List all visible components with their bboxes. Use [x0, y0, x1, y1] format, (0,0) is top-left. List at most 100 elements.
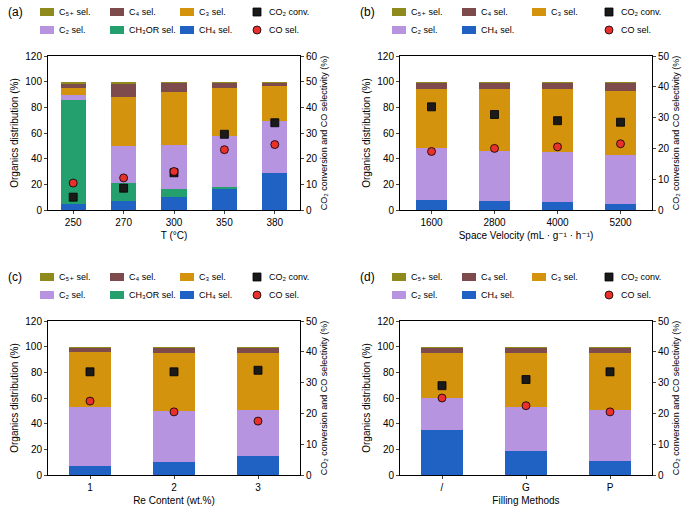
- svg-text:C₅₊ sel.: C₅₊ sel.: [59, 7, 90, 17]
- svg-text:100: 100: [377, 76, 394, 87]
- svg-text:5200: 5200: [609, 217, 632, 228]
- svg-text:270: 270: [115, 217, 132, 228]
- svg-text:10: 10: [658, 174, 670, 185]
- svg-text:CH₄ sel.: CH₄ sel.: [199, 290, 232, 300]
- svg-text:CO sel.: CO sel.: [621, 290, 651, 300]
- svg-text:250: 250: [65, 217, 82, 228]
- svg-text:0: 0: [658, 470, 664, 481]
- svg-text:350: 350: [216, 217, 233, 228]
- svg-text:C₅₊ sel.: C₅₊ sel.: [411, 272, 442, 282]
- svg-text:CH₃OR sel.: CH₃OR sel.: [129, 290, 176, 300]
- svg-text:30: 30: [306, 377, 318, 388]
- svg-text:0: 0: [388, 470, 394, 481]
- svg-text:50: 50: [658, 51, 670, 62]
- svg-text:120: 120: [377, 316, 394, 327]
- svg-text:0: 0: [36, 205, 42, 216]
- svg-text:80: 80: [31, 102, 43, 113]
- svg-text:300: 300: [166, 217, 183, 228]
- svg-text:40: 40: [31, 153, 43, 164]
- svg-text:0: 0: [36, 470, 42, 481]
- svg-text:CO₂ conv.: CO₂ conv.: [621, 7, 661, 17]
- svg-text:0: 0: [306, 205, 312, 216]
- svg-text:40: 40: [383, 153, 395, 164]
- svg-text:C₂ sel.: C₂ sel.: [411, 25, 438, 35]
- svg-text:C₃ sel.: C₃ sel.: [551, 7, 578, 17]
- svg-text:10: 10: [658, 439, 670, 450]
- svg-text:Organics distribution (%): Organics distribution (%): [9, 343, 20, 452]
- svg-text:10: 10: [306, 179, 318, 190]
- svg-text:20: 20: [306, 153, 318, 164]
- svg-text:0: 0: [658, 205, 664, 216]
- svg-text:Filling Methods: Filling Methods: [492, 495, 559, 506]
- svg-text:CH₃OR sel.: CH₃OR sel.: [129, 25, 176, 35]
- svg-text:40: 40: [31, 418, 43, 429]
- svg-text:60: 60: [31, 393, 43, 404]
- svg-text:/: /: [441, 482, 444, 493]
- svg-text:CH₄ sel.: CH₄ sel.: [481, 25, 514, 35]
- svg-text:60: 60: [31, 128, 43, 139]
- svg-text:40: 40: [658, 81, 670, 92]
- svg-text:20: 20: [383, 444, 395, 455]
- svg-text:120: 120: [25, 316, 42, 327]
- svg-text:50: 50: [306, 76, 318, 87]
- svg-text:CO₂ conv.: CO₂ conv.: [269, 7, 309, 17]
- svg-text:CO₂ conversion and CO selectiv: CO₂ conversion and CO selectivity (%): [319, 56, 329, 211]
- svg-text:0: 0: [388, 205, 394, 216]
- svg-text:60: 60: [383, 393, 395, 404]
- svg-text:CO sel.: CO sel.: [621, 25, 651, 35]
- svg-text:30: 30: [306, 128, 318, 139]
- svg-text:C₃ sel.: C₃ sel.: [551, 272, 578, 282]
- svg-text:C₂ sel.: C₂ sel.: [59, 25, 86, 35]
- svg-text:3: 3: [255, 482, 261, 493]
- svg-text:T (°C): T (°C): [161, 230, 188, 241]
- svg-text:40: 40: [383, 418, 395, 429]
- svg-text:C₄ sel.: C₄ sel.: [129, 7, 156, 17]
- svg-text:CH₄ sel.: CH₄ sel.: [199, 25, 232, 35]
- svg-text:100: 100: [377, 341, 394, 352]
- svg-text:60: 60: [383, 128, 395, 139]
- svg-text:C₄ sel.: C₄ sel.: [481, 272, 508, 282]
- svg-text:80: 80: [383, 367, 395, 378]
- svg-text:Organics distribution (%): Organics distribution (%): [361, 78, 372, 187]
- svg-text:CO₂ conv.: CO₂ conv.: [269, 272, 309, 282]
- svg-text:Organics distribution (%): Organics distribution (%): [9, 78, 20, 187]
- svg-text:C₂ sel.: C₂ sel.: [59, 290, 86, 300]
- svg-text:380: 380: [266, 217, 283, 228]
- svg-text:50: 50: [306, 316, 318, 327]
- svg-text:0: 0: [306, 470, 312, 481]
- svg-text:CH₄ sel.: CH₄ sel.: [481, 290, 514, 300]
- svg-text:C₄ sel.: C₄ sel.: [481, 7, 508, 17]
- svg-text:P: P: [607, 482, 614, 493]
- svg-text:20: 20: [306, 408, 318, 419]
- svg-text:30: 30: [658, 112, 670, 123]
- svg-text:C₄ sel.: C₄ sel.: [129, 272, 156, 282]
- svg-text:20: 20: [658, 143, 670, 154]
- svg-text:50: 50: [658, 316, 670, 327]
- svg-text:(b): (b): [360, 5, 375, 19]
- svg-text:2800: 2800: [483, 217, 506, 228]
- svg-text:CO₂ conversion and CO selectiv: CO₂ conversion and CO selectivity (%): [319, 321, 329, 476]
- svg-text:120: 120: [377, 51, 394, 62]
- svg-text:100: 100: [25, 76, 42, 87]
- svg-text:80: 80: [383, 102, 395, 113]
- svg-text:Organics distribution (%): Organics distribution (%): [361, 343, 372, 452]
- svg-text:100: 100: [25, 341, 42, 352]
- svg-text:20: 20: [658, 408, 670, 419]
- svg-text:(d): (d): [360, 270, 375, 284]
- svg-text:40: 40: [658, 346, 670, 357]
- svg-text:CO₂ conversion and CO selectiv: CO₂ conversion and CO selectivity (%): [671, 321, 681, 476]
- svg-text:1600: 1600: [420, 217, 443, 228]
- svg-text:Space Velocity (mL · g⁻¹ · h⁻¹: Space Velocity (mL · g⁻¹ · h⁻¹): [459, 230, 594, 241]
- svg-text:C₅₊ sel.: C₅₊ sel.: [411, 7, 442, 17]
- svg-text:(a): (a): [8, 5, 23, 19]
- svg-text:CO sel.: CO sel.: [269, 25, 299, 35]
- svg-text:30: 30: [658, 377, 670, 388]
- svg-text:(c): (c): [8, 270, 22, 284]
- svg-text:C₃ sel.: C₃ sel.: [199, 272, 226, 282]
- svg-text:60: 60: [306, 51, 318, 62]
- svg-text:CO₂ conversion and CO selectiv: CO₂ conversion and CO selectivity (%): [671, 56, 681, 211]
- svg-text:Re Content (wt.%): Re Content (wt.%): [133, 495, 215, 506]
- svg-text:20: 20: [31, 444, 43, 455]
- svg-text:120: 120: [25, 51, 42, 62]
- svg-text:4000: 4000: [546, 217, 569, 228]
